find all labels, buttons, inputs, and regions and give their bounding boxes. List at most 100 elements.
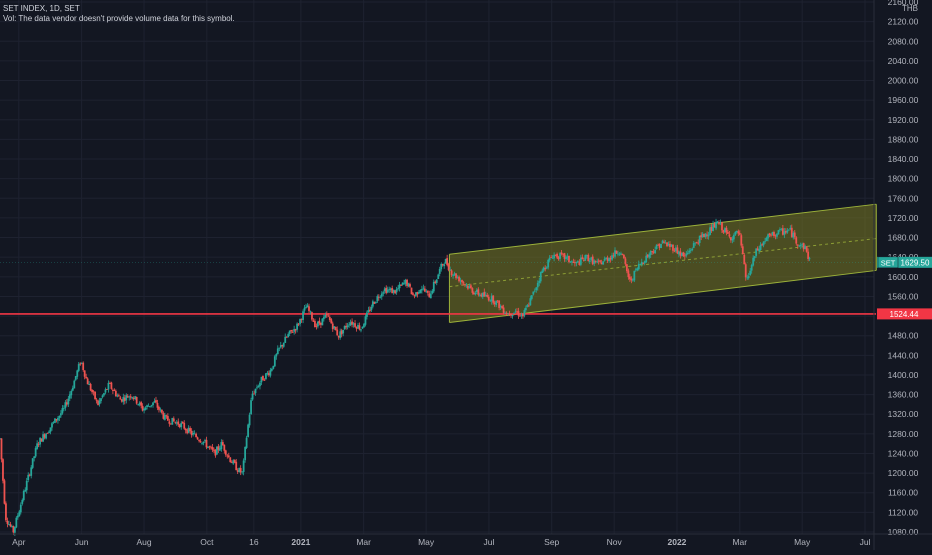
candle-body [309,311,312,313]
candle-body [472,292,475,295]
candle-body [682,252,685,256]
candle-body [296,323,299,330]
x-tick-label: Oct [200,537,214,547]
candle-body [508,313,511,315]
candle-body [582,260,585,261]
candle-body [327,315,330,317]
candle-body [431,290,434,294]
regression-channel[interactable] [448,203,877,323]
candle-body [535,287,538,291]
price-badges: 1629.50 SET 1524.44 [877,256,932,320]
candle-body [65,402,68,405]
candle-body [804,246,807,250]
support-price-badge [877,308,932,320]
candle-body [634,269,637,271]
candle-body [773,231,775,237]
candle-body [265,373,267,380]
price-axis[interactable]: 1080.00 1120.00 1160.00 1200.00 1240.00 1280.… [873,0,919,550]
candle-body [334,326,337,331]
candle-body [175,422,178,424]
candle-body [199,441,202,443]
candle-body [254,388,257,394]
candle-body [795,237,798,244]
candle-body [511,314,514,317]
candle-body [30,467,33,476]
candle-body [306,305,309,308]
candle-body [688,250,691,253]
channel-upper-line[interactable] [449,203,877,255]
candle-body [278,347,281,349]
candle-body [801,244,804,245]
candle-body [256,387,258,389]
candle-body [599,260,602,262]
candle-body [318,320,321,324]
candle-body [257,386,260,388]
candle-body [371,301,374,307]
candle-body [432,281,435,292]
candle-body [146,405,148,408]
candle-body [358,325,361,330]
candle-body [493,302,496,305]
candle-body [692,243,695,248]
candle-body [608,258,610,262]
support-line[interactable] [0,262,876,315]
candle-body [777,230,780,235]
candle-body [440,263,443,270]
candle-body [406,279,408,286]
candle-body [400,285,402,286]
candle-body [771,232,774,235]
candle-body [245,437,248,448]
candle-body [140,402,143,406]
y-tick-label: 1960.00 [888,95,919,105]
candle-body [10,526,13,527]
candle-body [361,326,364,329]
candle-body [0,438,1,440]
candle-body [474,292,477,295]
candle-body [364,316,367,325]
candle-body [109,383,111,384]
candle-body [646,254,649,257]
candle-body [423,288,426,292]
candle-body [464,284,466,285]
candle-body [385,287,388,293]
candle-body [611,255,613,260]
candle-body [152,402,154,406]
candle-body [293,329,296,332]
candle-body [15,517,18,528]
candle-body [587,255,590,262]
candle-body [363,324,365,328]
candle-body [202,441,205,444]
candle-body [71,387,74,391]
y-tick-label: 1800.00 [888,174,919,184]
candle-body [269,370,272,376]
candle-body [789,227,792,230]
candle-body [799,244,802,246]
candle-body [340,330,343,335]
candle-body [120,399,123,402]
candle-body [756,248,759,251]
candle-body [40,438,43,442]
candle-body [18,511,21,517]
candle-body [624,258,627,265]
candle-body [376,296,379,302]
candle-body [425,291,428,293]
candle-body [311,312,313,320]
y-tick-label: 2160.00 [888,0,919,7]
candle-body [565,256,567,260]
candle-body [288,330,291,334]
candle-body [416,291,419,295]
candle-body [787,229,790,231]
candle-body [138,402,141,405]
candle-body [579,257,582,265]
candle-body [609,258,612,260]
candle-body [37,444,40,446]
y-tick-label: 1400.00 [888,370,919,380]
time-axis[interactable]: Apr Jun Aug Oct 16 2021 Mar May Jul Sep Nov 2022 Mar… [0,533,932,547]
candle-body [429,293,432,299]
candle-body [768,233,771,236]
candle-body [187,427,190,433]
candle-body [267,373,270,376]
candle-body [562,253,564,255]
